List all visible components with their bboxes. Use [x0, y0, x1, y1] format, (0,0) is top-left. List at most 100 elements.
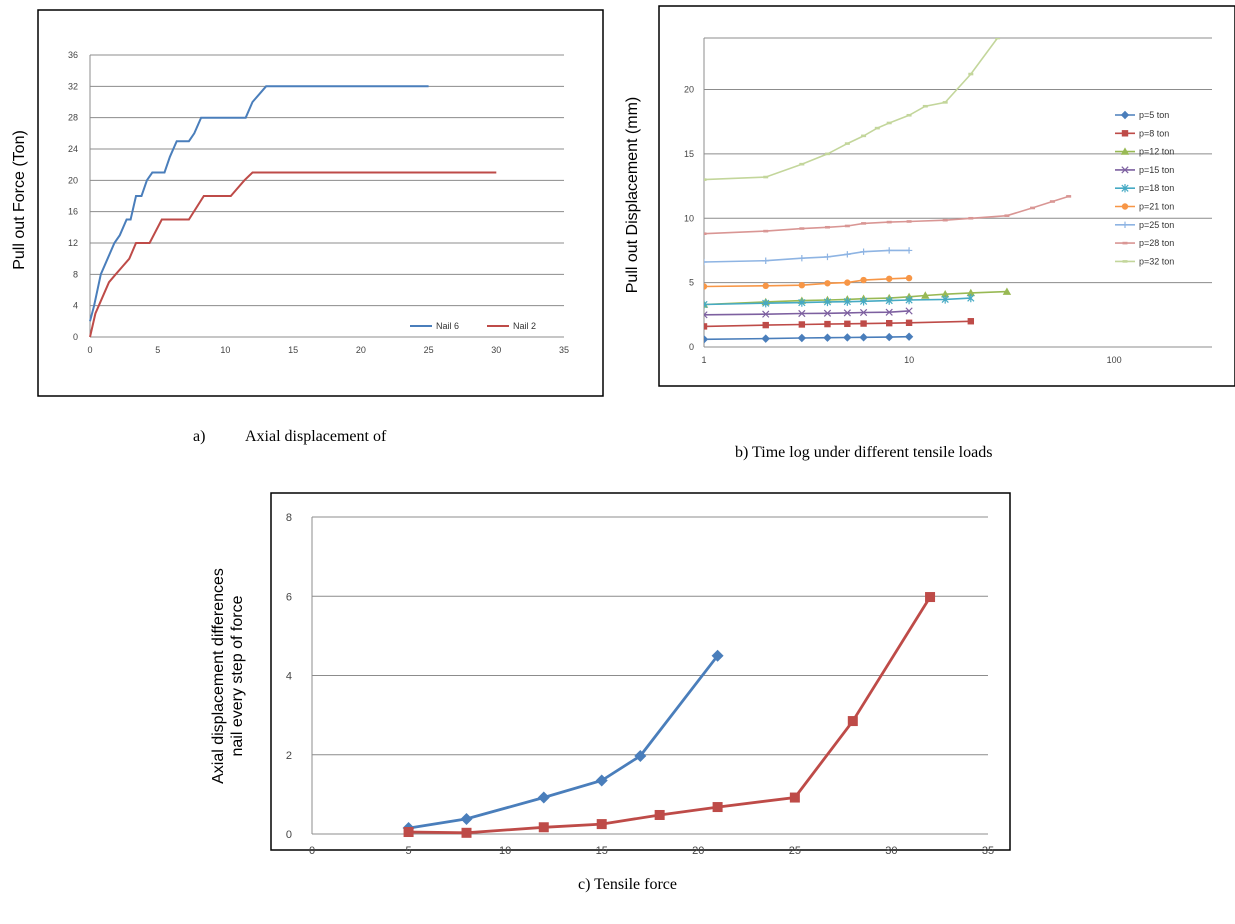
chart-b-legend-label: p=18 ton	[1139, 183, 1174, 193]
chart-c-xtick-label: 5	[406, 845, 412, 857]
chart-a-ytick-label: 0	[73, 332, 78, 342]
chart-b-series-line	[704, 249, 910, 263]
chart-b-legend-label: p=12 ton	[1139, 147, 1174, 157]
chart-b-data-point	[905, 295, 913, 305]
chart-b-series	[704, 293, 975, 309]
chart-b-data-point	[798, 254, 806, 262]
chart-b-data-point	[844, 279, 851, 286]
chart-b-legend-marker	[1121, 203, 1129, 210]
chart-b-series	[704, 195, 1072, 235]
chart-a-legend-label: Nail 6	[436, 321, 459, 331]
chart-b-legend-label: p=21 ton	[1139, 202, 1174, 212]
chart-a-frame	[37, 9, 604, 397]
chart-b-data-point	[823, 297, 832, 307]
chart-b-data-point	[762, 282, 769, 290]
chart-a-ytick-label: 12	[68, 238, 78, 248]
chart-b-data-point	[798, 321, 806, 328]
chart-a-ytick-label: 4	[73, 301, 78, 311]
chart-b-ytick-label: 15	[684, 149, 694, 159]
chart-b-data-point	[843, 333, 852, 342]
chart-b-data-point	[844, 251, 851, 258]
chart-b-legend-marker	[1121, 184, 1129, 193]
chart-b-series	[704, 307, 913, 319]
chart-c-xtick-label: 10	[499, 845, 511, 857]
chart-b-legend-label: p=15 ton	[1139, 165, 1174, 175]
chart-b-legend-label: p=25 ton	[1139, 220, 1174, 230]
chart-b-data-point	[762, 257, 769, 264]
chart-c-data-point	[403, 827, 414, 838]
chart-b-series-line	[704, 277, 910, 288]
chart-b-series	[704, 332, 914, 344]
chart-b-data-point	[823, 309, 832, 317]
chart-a-series-line	[89, 85, 429, 322]
caption-c: c) Tensile force	[578, 876, 677, 893]
chart-b-data-point	[844, 320, 851, 328]
chart-b-ytick-label: 5	[689, 278, 694, 288]
chart-b-series	[704, 318, 975, 330]
chart-b-series-line	[704, 297, 971, 306]
chart-c-data-point	[595, 774, 608, 787]
chart-b-legend-label: p=28 ton	[1139, 238, 1174, 248]
chart-b-data-point	[797, 333, 807, 343]
chart-b-data-point	[859, 333, 868, 342]
chart-c-frame	[270, 492, 1011, 851]
chart-c-ytick-label: 8	[286, 512, 292, 524]
chart-b-data-point	[798, 282, 806, 289]
chart-b-data-point	[824, 253, 831, 261]
chart-a-xtick-label: 20	[356, 345, 366, 355]
chart-b-data-point	[904, 332, 914, 341]
caption-b: b) Time log under different tensile load…	[735, 444, 993, 461]
chart-b-legend-label: p=32 ton	[1139, 256, 1174, 266]
chart-a-xtick-label: 0	[87, 345, 92, 355]
chart-b-data-point	[704, 323, 708, 330]
chart-b-data-point	[886, 247, 893, 254]
chart-c-data-point	[654, 809, 665, 820]
chart-b-data-point	[762, 321, 769, 329]
chart-c-ylabel-line: Axial displacement differences	[210, 568, 227, 784]
chart-c: 0 2 4 6 8 0 5 10 15 20 25 30 35 Axial displacement d…	[210, 492, 1011, 857]
chart-b-data-point	[860, 276, 867, 284]
chart-b-data-point	[905, 247, 913, 254]
chart-b-data-point	[860, 320, 867, 327]
chart-a-xtick-label: 30	[491, 345, 501, 355]
chart-b-series-line	[704, 290, 1007, 306]
chart-c-data-point	[460, 812, 473, 825]
chart-b-data-point	[843, 309, 851, 317]
chart-b-series-line	[704, 310, 910, 316]
chart-b-data-point	[966, 288, 976, 297]
chart-a-series-line	[89, 171, 497, 338]
chart-b-data-point	[886, 319, 893, 327]
chart-c-data-point	[789, 792, 800, 803]
chart-b-xtick-label: 1	[701, 355, 706, 365]
chart-b-data-point	[824, 280, 831, 287]
chart-c-ylabel-line: nail every step of force	[229, 595, 246, 756]
chart-b-data-point	[859, 297, 868, 306]
chart-b-series-line	[704, 335, 910, 341]
chart-a-xtick-label: 10	[220, 345, 230, 355]
chart-b-series	[704, 274, 913, 290]
chart-c-data-point	[712, 802, 723, 813]
chart-c-data-point	[596, 819, 607, 830]
chart-b-data-point	[885, 332, 894, 342]
chart-b-data-point	[921, 291, 930, 299]
chart-b-data-point	[941, 295, 949, 304]
chart-c-ytick-label: 0	[286, 829, 292, 841]
chart-c-data-point	[925, 592, 936, 603]
chart-a-xtick-label: 25	[424, 345, 434, 355]
chart-b-series	[704, 247, 913, 266]
chart-b-data-point	[704, 283, 708, 290]
chart-b-data-point	[885, 296, 893, 305]
chart-b-data-point	[823, 333, 832, 342]
chart-b-legend-label: p=8 ton	[1139, 128, 1169, 138]
chart-b-data-point	[761, 334, 770, 343]
chart-c-ylabel: Axial displacement differences nail every…	[210, 568, 246, 784]
chart-c-xtick-label: 30	[885, 845, 897, 857]
chart-b-data-point	[860, 248, 867, 255]
chart-a-xtick-label: 5	[155, 345, 160, 355]
chart-b-xtick-label: 10	[904, 355, 914, 365]
chart-a-xtick-label: 35	[559, 345, 569, 355]
chart-b-data-point	[704, 311, 708, 319]
chart-c-data-point	[634, 749, 647, 762]
chart-a-ytick-label: 24	[68, 144, 78, 154]
